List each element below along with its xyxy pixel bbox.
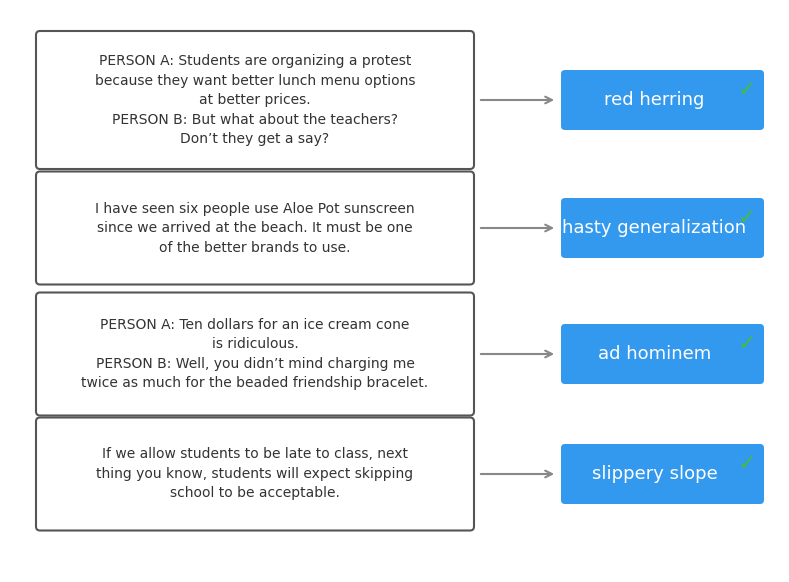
Text: ✓: ✓ [738, 208, 756, 228]
Text: ad hominem: ad hominem [598, 345, 711, 363]
FancyBboxPatch shape [36, 417, 474, 531]
Text: ✓: ✓ [738, 454, 756, 474]
Text: PERSON A: Students are organizing a protest
because they want better lunch menu : PERSON A: Students are organizing a prot… [95, 54, 415, 146]
Text: I have seen six people use Aloe Pot sunscreen
since we arrived at the beach. It : I have seen six people use Aloe Pot suns… [95, 201, 415, 254]
Text: hasty generalization: hasty generalization [563, 219, 746, 237]
FancyBboxPatch shape [561, 324, 764, 384]
Text: ✓: ✓ [738, 80, 756, 100]
FancyBboxPatch shape [36, 293, 474, 416]
Text: PERSON A: Ten dollars for an ice cream cone
is ridiculous.
PERSON B: Well, you d: PERSON A: Ten dollars for an ice cream c… [81, 318, 428, 391]
Text: If we allow students to be late to class, next
thing you know, students will exp: If we allow students to be late to class… [96, 448, 413, 501]
Text: slippery slope: slippery slope [592, 465, 717, 483]
FancyBboxPatch shape [561, 444, 764, 504]
Text: ✓: ✓ [738, 334, 756, 354]
FancyBboxPatch shape [36, 31, 474, 169]
FancyBboxPatch shape [36, 172, 474, 285]
Text: red herring: red herring [604, 91, 705, 109]
FancyBboxPatch shape [561, 198, 764, 258]
FancyBboxPatch shape [561, 70, 764, 130]
